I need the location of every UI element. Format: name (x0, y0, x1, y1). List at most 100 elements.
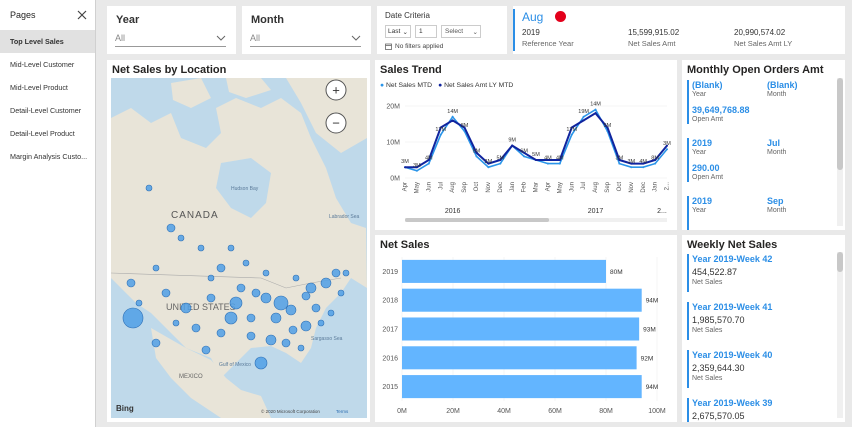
location-bubble[interactable] (201, 345, 211, 355)
location-bubble[interactable] (260, 292, 272, 304)
location-bubble[interactable] (172, 319, 180, 327)
period-mode-dropdown[interactable]: Last ⌄ (385, 25, 411, 38)
location-bubble[interactable] (327, 309, 335, 317)
page-item[interactable]: Detail-Level Product (10, 129, 75, 138)
location-bubble[interactable] (229, 296, 243, 310)
location-bubble[interactable] (251, 288, 261, 298)
bar[interactable] (402, 288, 642, 312)
net-sales-chart[interactable]: 0M 20M 40M 60M 80M 100M 2019 80M 2018 94M 2017 93M 2… (375, 253, 677, 422)
location-bubble[interactable] (166, 223, 176, 233)
week-value-label: Net Sales (692, 279, 723, 286)
location-bubble[interactable] (270, 312, 282, 324)
location-bubble[interactable] (285, 304, 297, 316)
period-unit-dropdown[interactable]: Select ⌄ (441, 25, 481, 38)
location-bubble[interactable] (236, 283, 246, 293)
location-bubble[interactable] (246, 313, 256, 323)
card-year: (Blank) (692, 80, 723, 90)
page-item[interactable]: Margin Analysis Custo... (10, 152, 88, 161)
bar[interactable] (402, 317, 640, 341)
location-bubble[interactable] (161, 288, 171, 298)
location-bubble[interactable] (281, 338, 291, 348)
location-bubble[interactable] (191, 323, 201, 333)
bar[interactable] (402, 346, 637, 370)
card-accent-bar (687, 196, 689, 230)
location-bubble[interactable] (301, 291, 311, 301)
page-item[interactable]: Mid-Level Product (10, 83, 68, 92)
location-bubble[interactable] (180, 302, 192, 314)
year-dropdown[interactable]: All (115, 30, 226, 47)
mexico-land (151, 328, 271, 418)
data-label: 5M (532, 152, 540, 158)
location-bubble[interactable] (126, 278, 136, 288)
location-bubble[interactable] (145, 184, 153, 192)
location-bubble[interactable] (122, 307, 144, 329)
location-bubble[interactable] (216, 263, 226, 273)
open-orders-scrollbar[interactable] (837, 78, 843, 226)
hudson-bay (216, 158, 271, 218)
location-bubble[interactable] (262, 269, 270, 277)
x-tick-label: Feb (522, 181, 528, 192)
period-number-input[interactable]: 1 (415, 25, 437, 38)
bar[interactable] (402, 375, 642, 399)
map-label-canada: CANADA (171, 210, 219, 221)
legend-item-mtd[interactable]: ● Net Sales MTD (380, 82, 432, 89)
location-bubble[interactable] (224, 311, 238, 325)
location-bubble[interactable] (207, 274, 215, 282)
period-number-value: 1 (419, 28, 423, 35)
location-bubble[interactable] (273, 295, 289, 311)
location-bubble[interactable] (288, 325, 298, 335)
location-bubble[interactable] (135, 299, 143, 307)
location-bubble[interactable] (311, 303, 321, 313)
data-point (558, 159, 561, 161)
week-label: Year 2019-Week 41 (692, 302, 773, 312)
data-point (439, 133, 442, 136)
location-bubble[interactable] (305, 282, 317, 294)
year-axis-label: 2... (657, 208, 667, 215)
page-item[interactable]: Mid-Level Customer (10, 60, 75, 69)
location-bubble[interactable] (265, 334, 277, 346)
location-bubble[interactable] (337, 289, 345, 297)
map-terms-link[interactable]: Terms (336, 409, 349, 414)
location-bubble[interactable] (246, 331, 256, 341)
data-point (570, 126, 573, 129)
weekly-scroll-thumb[interactable] (837, 252, 843, 272)
map-canvas[interactable]: CANADA UNITED STATES MEXICO Hudson Bay L… (111, 78, 367, 418)
location-bubble[interactable] (292, 274, 300, 282)
kpi-year: 2019 (522, 28, 540, 37)
page-item[interactable]: Detail-Level Customer (10, 106, 82, 115)
data-point (630, 166, 633, 169)
zoom-in-button[interactable] (325, 79, 347, 101)
legend-item-ly[interactable]: ● Net Sales Amt LY MTD (438, 82, 513, 89)
location-bubble[interactable] (227, 244, 235, 252)
weekly-scrollbar[interactable] (837, 252, 843, 418)
location-bubble[interactable] (317, 319, 325, 327)
location-bubble[interactable] (242, 259, 250, 267)
location-bubble[interactable] (197, 244, 205, 252)
location-bubble[interactable] (331, 268, 341, 278)
chart-scroll-thumb[interactable] (405, 218, 550, 222)
location-bubble[interactable] (300, 320, 312, 332)
location-bubble[interactable] (216, 328, 226, 338)
year-dropdown-value: All (115, 33, 126, 43)
data-point (558, 162, 561, 165)
location-bubble[interactable] (206, 293, 216, 303)
card-amt-label: Open Amt (692, 116, 724, 123)
location-bubble[interactable] (152, 264, 160, 272)
location-bubble[interactable] (342, 269, 350, 277)
location-bubble[interactable] (254, 356, 268, 370)
data-point (499, 162, 502, 165)
location-bubble[interactable] (177, 234, 185, 242)
bar[interactable] (402, 259, 606, 283)
x-tick-label: Dec (641, 182, 647, 193)
close-icon[interactable] (77, 10, 87, 20)
zoom-out-button[interactable] (325, 112, 347, 134)
month-dropdown[interactable]: All (250, 30, 361, 47)
location-bubble[interactable] (320, 277, 332, 289)
x-tick-label: 20M (446, 408, 460, 415)
page-item[interactable]: Top Level Sales (0, 30, 95, 53)
open-orders-scroll-thumb[interactable] (837, 78, 843, 170)
location-bubble[interactable] (297, 344, 305, 352)
location-bubble[interactable] (151, 338, 161, 348)
data-point (606, 126, 609, 129)
